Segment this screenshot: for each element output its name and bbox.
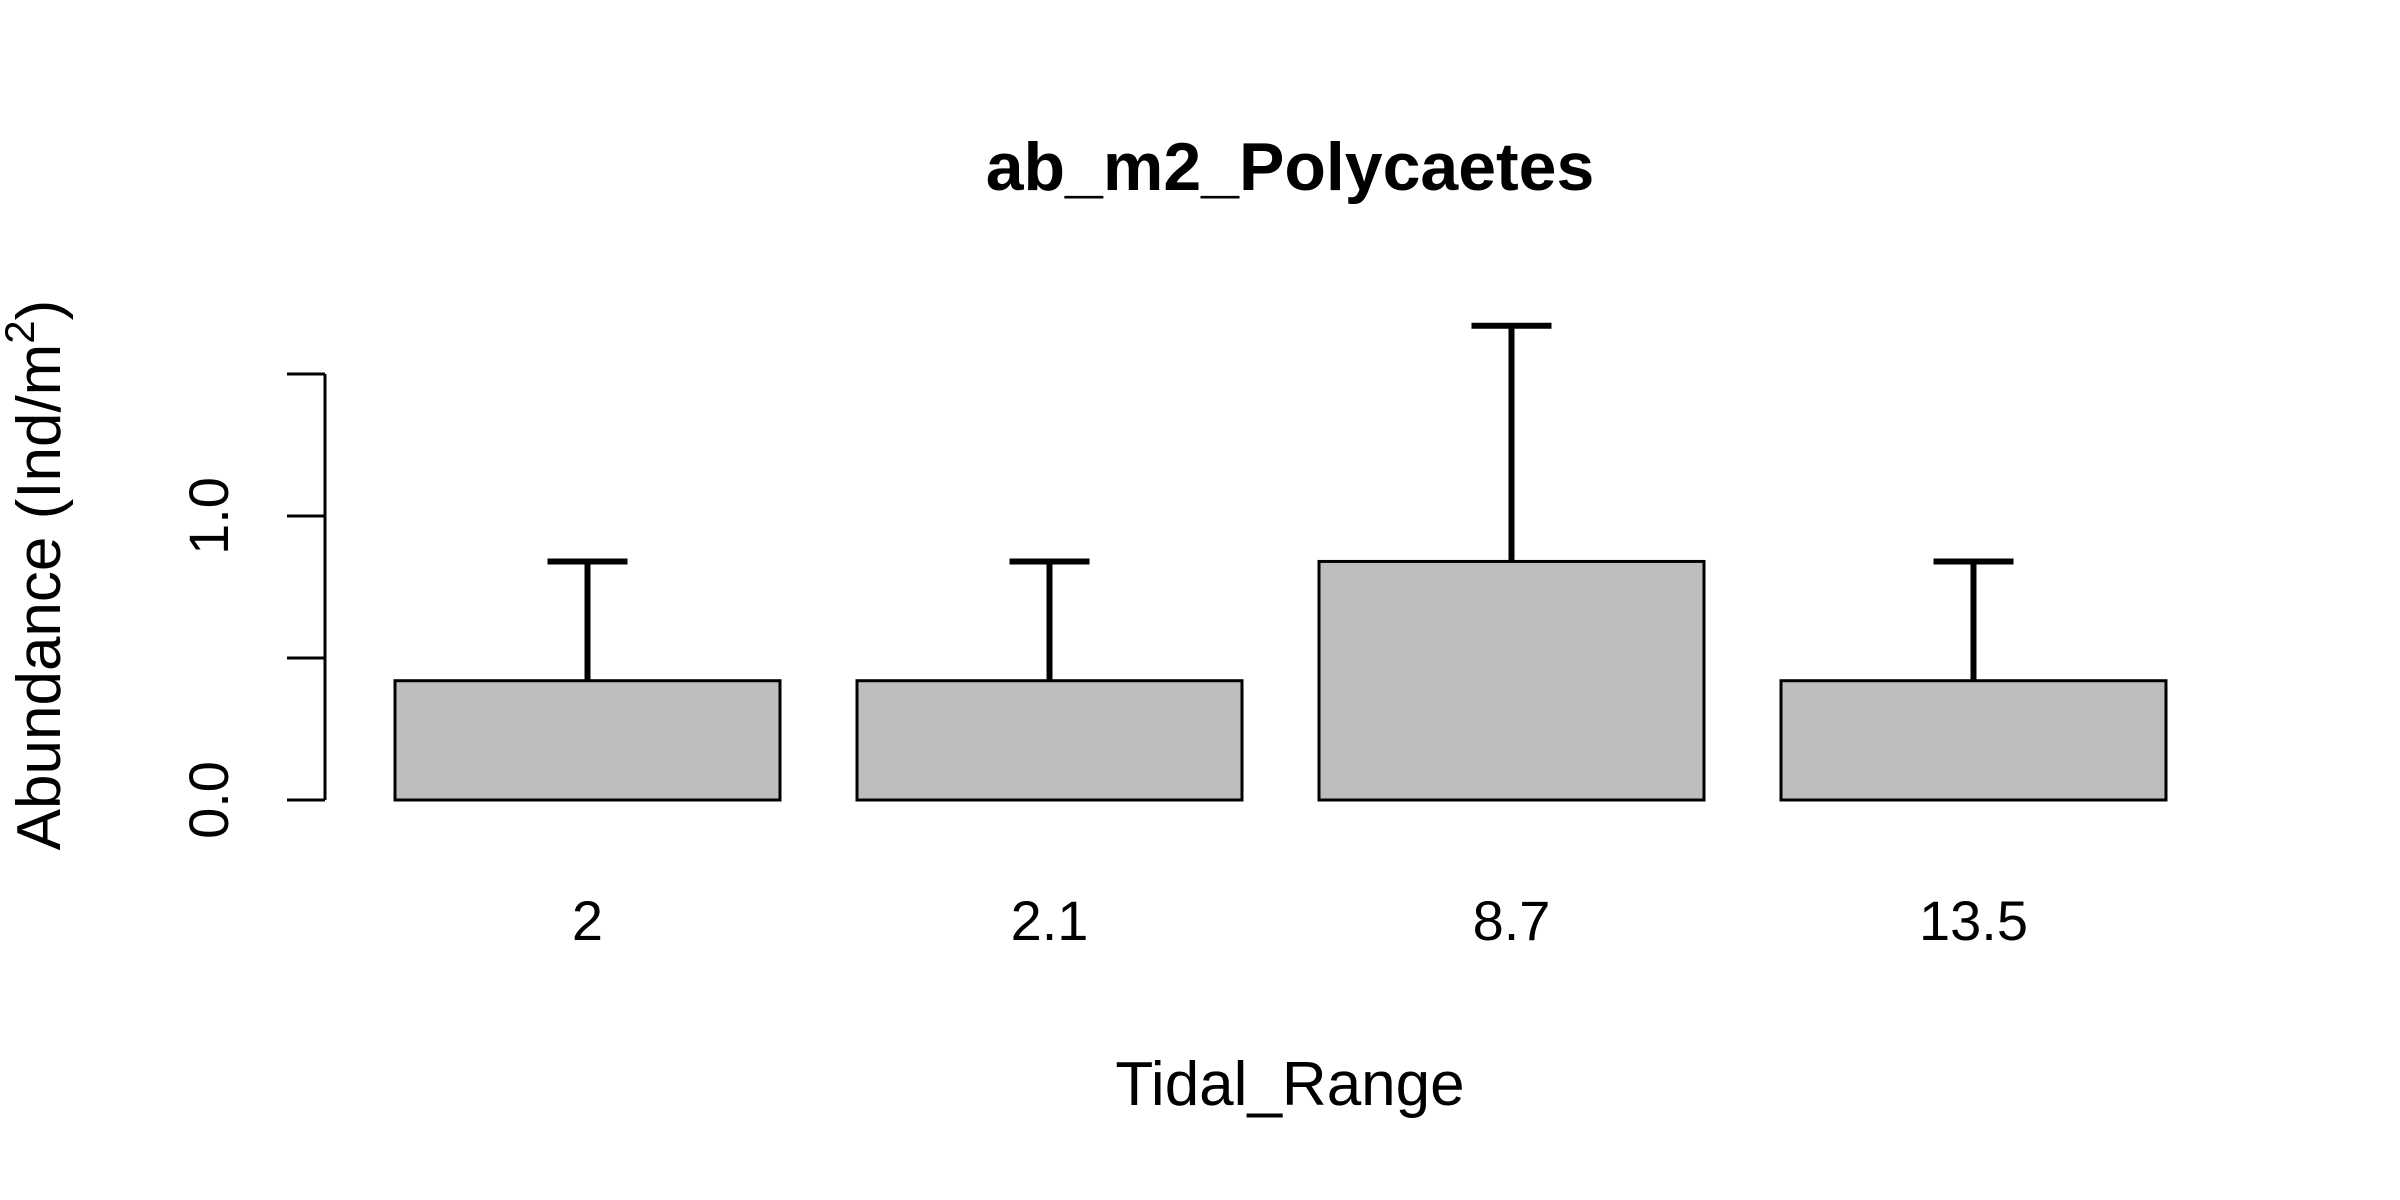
x-tick-label: 2 xyxy=(572,889,603,952)
y-tick-label: 0.0 xyxy=(177,761,240,839)
x-tick-label: 13.5 xyxy=(1919,889,2028,952)
x-axis-label: Tidal_Range xyxy=(1115,1050,1464,1119)
bar xyxy=(1317,559,1706,802)
y-axis-label-text: Abundance (Ind/m xyxy=(5,344,74,851)
chart-title: ab_m2_Polycaetes xyxy=(986,129,1595,205)
bar xyxy=(1779,679,2168,802)
bar xyxy=(393,679,782,802)
error-bars xyxy=(547,322,2014,681)
y-axis-label-suffix: ) xyxy=(5,300,74,321)
bars xyxy=(393,559,2168,802)
y-axis-label-superscript: 2 xyxy=(0,320,43,343)
x-tick-labels: 2 2.1 8.7 13.5 xyxy=(572,889,2028,952)
bar xyxy=(855,679,1244,802)
y-axis: 0.0 1.0 xyxy=(177,372,327,839)
y-axis-label: Abundance (Ind/m2) xyxy=(0,300,74,851)
x-tick-label: 2.1 xyxy=(1011,889,1089,952)
y-tick-label: 1.0 xyxy=(177,477,240,555)
x-tick-label: 8.7 xyxy=(1473,889,1551,952)
